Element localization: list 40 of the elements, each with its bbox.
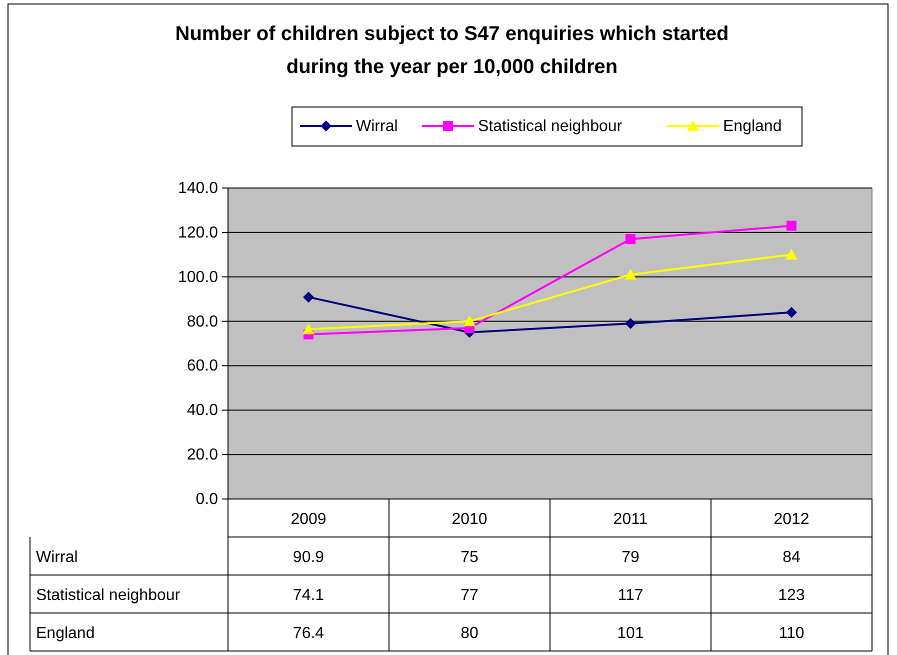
- y-tick-label: 140.0: [178, 180, 218, 197]
- x-tick-label: 2012: [774, 511, 810, 528]
- data-label: 123: [778, 587, 805, 604]
- y-tick-label: 20.0: [186, 446, 218, 464]
- text: England: [36, 625, 95, 642]
- point: [786, 248, 798, 260]
- data-label: 79: [622, 549, 640, 566]
- point: [626, 234, 636, 244]
- point: [303, 292, 314, 303]
- legend-label: Wirral: [356, 118, 398, 135]
- y-tick-label: 80.0: [186, 313, 218, 330]
- data-label: 110: [778, 625, 804, 642]
- point: [786, 306, 797, 318]
- data-label: 74.1: [292, 587, 324, 604]
- point: [786, 220, 796, 231]
- legend-label: England: [723, 118, 782, 135]
- data-label: 117: [618, 587, 644, 604]
- y-tick-label: 40.0: [186, 402, 218, 420]
- x-tick-label: 2009: [290, 511, 326, 528]
- data-label: 84: [782, 549, 800, 566]
- point: [464, 315, 476, 326]
- point: [302, 323, 314, 334]
- y-tick-label: 100.0: [178, 268, 218, 286]
- y-tick-label: 0.0: [196, 491, 218, 508]
- text: Wirral: [36, 549, 78, 566]
- legend-label: Statistical neighbour: [478, 118, 623, 135]
- point: [624, 268, 636, 280]
- chart-title: Number of children subject to S47 enquiries which started during the year per 10,000 children: [175, 23, 729, 78]
- data-label: 75: [460, 549, 478, 566]
- x-tick-label: 2010: [452, 511, 488, 528]
- data-label: 76.4: [292, 625, 324, 642]
- point: [625, 318, 636, 330]
- data-label: 80: [460, 625, 478, 642]
- x-tick-label: 2011: [613, 511, 648, 528]
- data-label: 90.9: [292, 549, 324, 566]
- y-tick-label: 60.0: [186, 358, 218, 375]
- y-tick-label: 120.0: [178, 224, 218, 242]
- text: Statistical neighbour: [36, 587, 180, 604]
- data-label: 77: [460, 587, 478, 604]
- data-label: 101: [617, 625, 644, 642]
